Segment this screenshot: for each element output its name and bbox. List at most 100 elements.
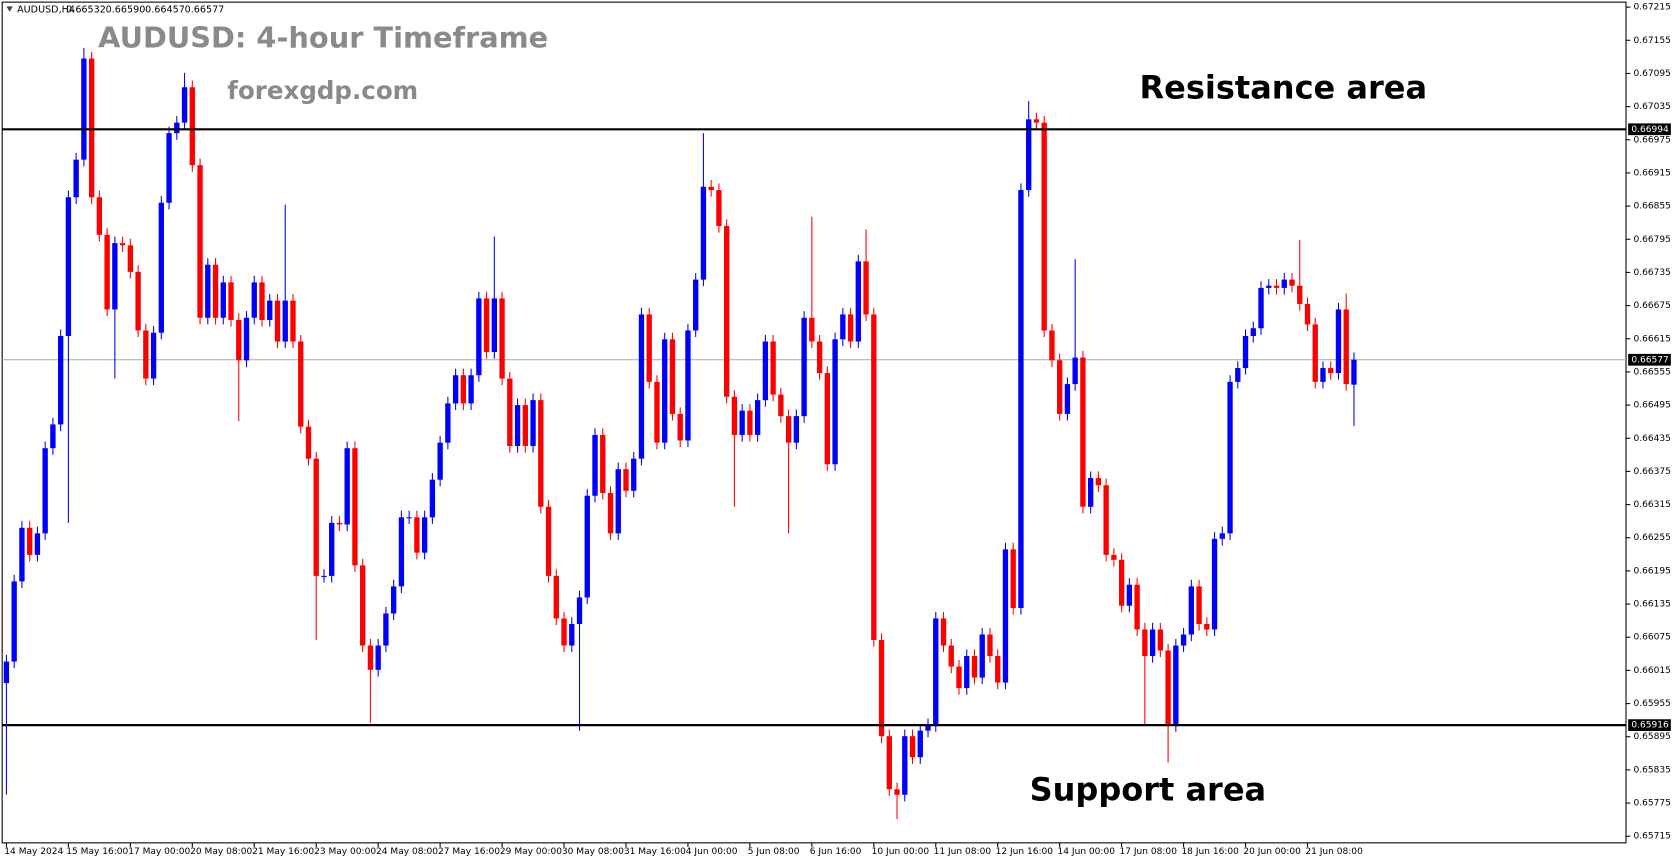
candle-body — [236, 319, 242, 361]
candle-body — [96, 197, 103, 235]
candle-body — [871, 314, 877, 641]
candle-body — [1320, 368, 1326, 382]
candle-body — [127, 245, 134, 272]
candle-body — [1343, 309, 1349, 385]
candle-body — [638, 314, 645, 459]
candle-body — [445, 403, 451, 443]
y-tick-label: 0.65715 — [1633, 832, 1670, 842]
last-price-box — [1628, 353, 1671, 366]
candle-body — [27, 527, 33, 555]
candle-body — [1242, 335, 1249, 369]
x-tick-label: 21 May 16:00 — [252, 847, 314, 857]
x-tick-label: 14 Jun 00:00 — [1058, 847, 1116, 857]
candle-body — [1273, 285, 1280, 288]
symbol: AUDUSD,H4 — [17, 5, 75, 16]
candle-body — [902, 736, 908, 795]
candle-body — [1312, 324, 1318, 382]
y-tick-label: 0.66375 — [1633, 467, 1670, 477]
level-label: 0.65916 — [1631, 721, 1669, 731]
candle-body — [530, 400, 536, 446]
y-tick-label: 0.65895 — [1633, 732, 1670, 742]
candle-body — [809, 317, 815, 342]
candle-body — [948, 645, 954, 667]
candle-body — [1173, 645, 1179, 726]
candle-body — [917, 730, 923, 758]
candle-body — [1304, 303, 1311, 325]
x-tick-label: 23 May 00:00 — [314, 847, 376, 857]
x-tick-label: 31 May 16:00 — [624, 847, 686, 857]
candle-body — [940, 618, 947, 646]
candle-body — [1118, 559, 1125, 606]
candle-body — [677, 413, 683, 441]
x-tick-label: 12 Jun 16:00 — [996, 847, 1054, 857]
candle-body — [816, 341, 823, 374]
candle-body — [1211, 538, 1218, 630]
candle-body — [483, 298, 490, 353]
candle-body — [1103, 485, 1109, 555]
candle-body — [1072, 357, 1078, 385]
candle-body — [11, 581, 17, 662]
candle-body — [1018, 190, 1024, 608]
level-label: 0.66994 — [1631, 125, 1669, 135]
candle-body — [50, 424, 56, 449]
candle-body — [267, 300, 273, 320]
candle-body — [731, 396, 738, 435]
candle-body — [754, 400, 761, 435]
candle-body — [421, 517, 428, 553]
last-price-label: 0.66577 — [1631, 355, 1668, 365]
candle-body — [1142, 629, 1148, 657]
candle-body — [42, 448, 48, 534]
candle-body — [592, 434, 598, 496]
candle-body — [778, 394, 784, 417]
x-tick-label: 5 Jun 08:00 — [748, 847, 800, 857]
candle-body — [723, 225, 730, 397]
y-tick-label: 0.66915 — [1633, 168, 1670, 178]
candle-body — [1196, 586, 1202, 624]
candle-body — [274, 300, 281, 342]
candle-body — [545, 506, 552, 576]
candle-body — [406, 517, 412, 519]
x-tick-label: 15 May 16:00 — [66, 847, 128, 857]
y-tick-label: 0.65775 — [1633, 799, 1670, 809]
candle-body — [468, 375, 474, 404]
candle-body — [290, 300, 296, 342]
candle-body — [197, 165, 203, 318]
y-tick-label: 0.66675 — [1633, 301, 1670, 311]
candle-body — [1157, 629, 1164, 651]
candle-body — [398, 517, 405, 587]
candle-body — [561, 618, 567, 646]
candle-body — [522, 405, 528, 446]
candle-body — [1219, 533, 1225, 539]
x-tick-label: 10 Jun 00:00 — [872, 847, 930, 857]
candle-body — [205, 264, 211, 318]
x-tick-label: 17 May 00:00 — [128, 847, 190, 857]
candle-body — [228, 282, 234, 320]
y-tick-label: 0.66015 — [1633, 666, 1670, 676]
candle-body — [739, 410, 745, 435]
candle-body — [1149, 629, 1156, 657]
candle-body — [1227, 381, 1233, 534]
level-label-box — [1628, 719, 1671, 731]
candle-body — [1266, 285, 1272, 288]
candle-body — [1351, 359, 1357, 385]
candle-body — [615, 469, 621, 534]
x-tick-label: 6 Jun 16:00 — [810, 847, 862, 857]
candle-body — [104, 234, 110, 310]
candle-body — [600, 434, 606, 493]
candle-body — [1087, 478, 1094, 507]
x-tick-label: 27 May 16:00 — [438, 847, 500, 857]
y-tick-label: 0.66075 — [1633, 633, 1670, 643]
y-tick-label: 0.66135 — [1633, 600, 1670, 610]
candle-body — [964, 656, 970, 689]
y-tick-label: 0.66495 — [1633, 401, 1670, 411]
x-tick-label: 17 Jun 08:00 — [1119, 847, 1177, 857]
candle-body — [313, 458, 319, 576]
candle-body — [491, 298, 498, 353]
candle-body — [174, 122, 180, 134]
chart-title: AUDUSD: 4-hour Timeframe — [98, 20, 548, 54]
candle-body — [569, 623, 575, 646]
y-tick-label: 0.66315 — [1633, 500, 1670, 510]
annotation: Resistance area — [1140, 69, 1428, 107]
candle-body — [933, 618, 939, 726]
